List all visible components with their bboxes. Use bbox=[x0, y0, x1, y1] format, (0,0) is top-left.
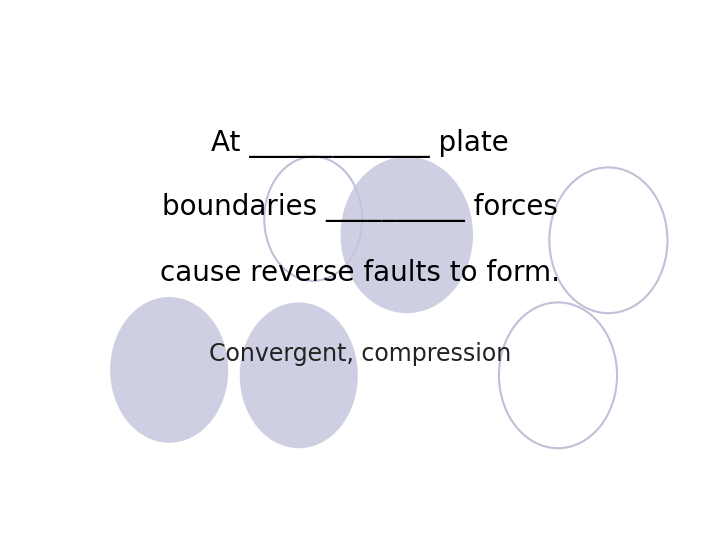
Text: cause reverse faults to form.: cause reverse faults to form. bbox=[160, 259, 560, 287]
Ellipse shape bbox=[110, 297, 228, 443]
Ellipse shape bbox=[341, 157, 473, 313]
Text: At _____________ plate: At _____________ plate bbox=[211, 129, 509, 158]
Text: boundaries __________ forces: boundaries __________ forces bbox=[162, 193, 558, 222]
Text: Convergent, compression: Convergent, compression bbox=[209, 342, 511, 366]
Ellipse shape bbox=[240, 302, 358, 448]
